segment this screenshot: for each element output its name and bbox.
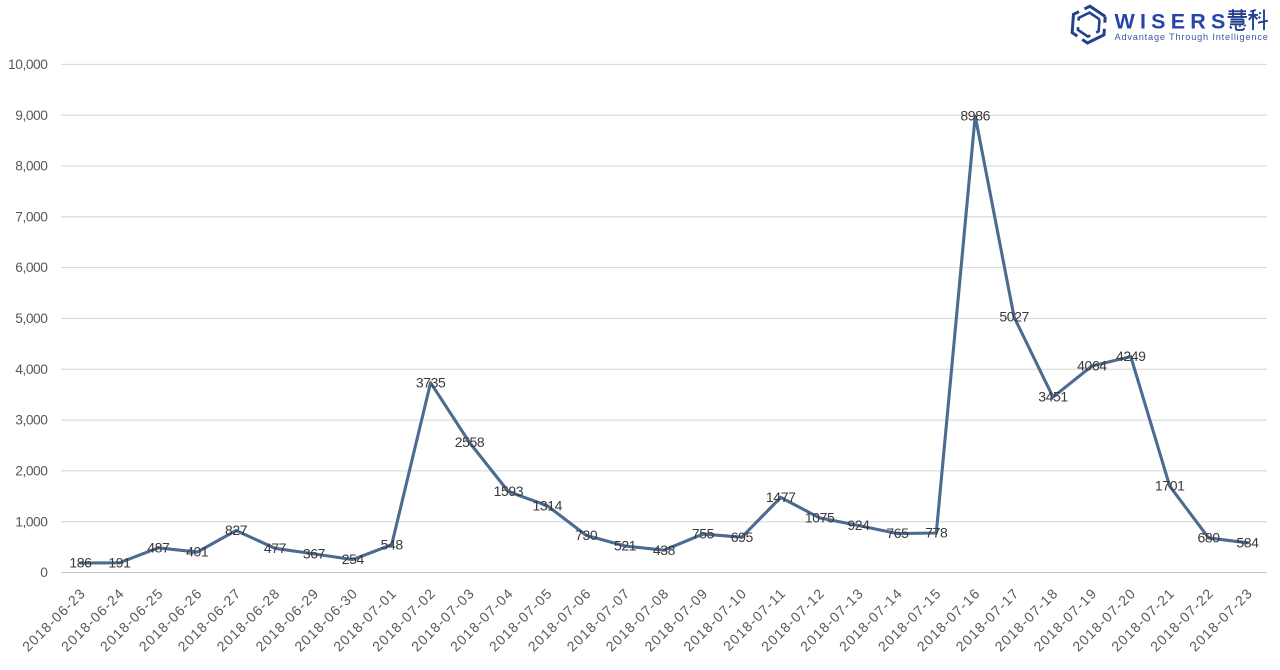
svg-text:4249: 4249 (1116, 348, 1146, 364)
svg-text:3451: 3451 (1038, 389, 1068, 405)
svg-text:695: 695 (731, 529, 754, 545)
svg-text:1701: 1701 (1155, 478, 1185, 494)
svg-text:438: 438 (653, 542, 676, 558)
svg-text:755: 755 (692, 526, 715, 542)
svg-text:401: 401 (186, 544, 209, 560)
svg-text:1,000: 1,000 (15, 514, 48, 529)
svg-text:4064: 4064 (1077, 358, 1107, 374)
svg-text:8986: 8986 (960, 108, 990, 124)
svg-text:8,000: 8,000 (15, 159, 48, 174)
svg-text:10,000: 10,000 (8, 57, 48, 72)
svg-text:2558: 2558 (455, 434, 485, 450)
svg-text:1075: 1075 (805, 510, 835, 526)
svg-text:924: 924 (847, 517, 870, 533)
svg-text:1314: 1314 (533, 497, 563, 513)
svg-text:778: 778 (925, 525, 948, 541)
svg-text:7,000: 7,000 (15, 209, 48, 224)
svg-text:3,000: 3,000 (15, 413, 48, 428)
svg-text:254: 254 (342, 551, 365, 567)
svg-text:Advantage Through Intelligence: Advantage Through Intelligence (1115, 32, 1269, 42)
svg-text:521: 521 (614, 538, 637, 554)
svg-text:730: 730 (575, 527, 598, 543)
svg-text:191: 191 (108, 554, 131, 570)
svg-text:367: 367 (303, 546, 326, 562)
svg-text:WISERS: WISERS (1115, 10, 1231, 34)
svg-text:477: 477 (264, 540, 287, 556)
svg-text:1477: 1477 (766, 489, 796, 505)
svg-text:5027: 5027 (999, 309, 1029, 325)
svg-text:2,000: 2,000 (15, 464, 48, 479)
svg-text:9,000: 9,000 (15, 108, 48, 123)
svg-text:186: 186 (69, 555, 92, 571)
svg-text:487: 487 (147, 539, 170, 555)
svg-text:3735: 3735 (416, 374, 446, 390)
svg-text:765: 765 (886, 525, 909, 541)
svg-text:1593: 1593 (494, 483, 524, 499)
svg-text:4,000: 4,000 (15, 362, 48, 377)
svg-text:5,000: 5,000 (15, 311, 48, 326)
svg-text:827: 827 (225, 522, 248, 538)
svg-text:548: 548 (381, 536, 404, 552)
svg-text:6,000: 6,000 (15, 260, 48, 275)
svg-text:0: 0 (40, 565, 48, 580)
svg-text:680: 680 (1198, 530, 1221, 546)
svg-text:584: 584 (1236, 534, 1259, 550)
